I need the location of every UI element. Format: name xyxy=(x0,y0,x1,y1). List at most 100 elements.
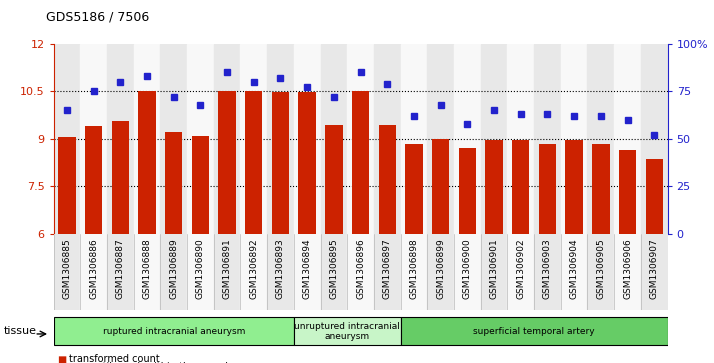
Bar xyxy=(614,234,641,310)
Bar xyxy=(187,44,213,234)
Bar xyxy=(80,44,107,234)
Text: GSM1306900: GSM1306900 xyxy=(463,238,472,299)
Bar xyxy=(378,125,396,234)
Text: GSM1306885: GSM1306885 xyxy=(62,238,71,299)
Text: GSM1306902: GSM1306902 xyxy=(516,238,526,299)
Bar xyxy=(165,132,182,234)
Bar xyxy=(191,136,209,234)
Text: GSM1306901: GSM1306901 xyxy=(490,238,498,299)
Bar xyxy=(267,234,294,310)
Bar xyxy=(588,234,614,310)
Bar xyxy=(294,44,321,234)
Text: superficial temporal artery: superficial temporal artery xyxy=(473,327,595,336)
Bar xyxy=(508,44,534,234)
Bar xyxy=(565,140,583,234)
Bar xyxy=(592,144,610,234)
Bar xyxy=(614,44,641,234)
Bar xyxy=(107,234,134,310)
Bar xyxy=(111,121,129,234)
Bar xyxy=(107,44,134,234)
Bar xyxy=(213,44,241,234)
Text: GSM1306892: GSM1306892 xyxy=(249,238,258,299)
Bar xyxy=(481,44,508,234)
Bar xyxy=(321,44,347,234)
Text: GSM1306906: GSM1306906 xyxy=(623,238,632,299)
Bar xyxy=(54,44,80,234)
Bar xyxy=(352,91,369,234)
Text: GSM1306894: GSM1306894 xyxy=(303,238,312,299)
Bar xyxy=(374,234,401,310)
Bar xyxy=(54,234,80,310)
Bar xyxy=(213,234,241,310)
Text: transformed count: transformed count xyxy=(69,354,160,363)
Text: GSM1306897: GSM1306897 xyxy=(383,238,392,299)
Bar xyxy=(619,150,636,234)
Bar xyxy=(508,234,534,310)
Text: ■: ■ xyxy=(57,362,66,363)
Bar xyxy=(641,234,668,310)
Bar xyxy=(161,234,187,310)
Bar xyxy=(241,44,267,234)
Bar xyxy=(534,234,560,310)
Bar xyxy=(401,44,427,234)
FancyBboxPatch shape xyxy=(54,317,294,345)
Bar xyxy=(245,91,263,234)
Bar xyxy=(486,140,503,234)
Bar xyxy=(481,234,508,310)
Bar xyxy=(187,234,213,310)
Bar xyxy=(161,44,187,234)
Text: GSM1306898: GSM1306898 xyxy=(409,238,418,299)
Text: GSM1306886: GSM1306886 xyxy=(89,238,98,299)
Bar xyxy=(134,44,161,234)
Bar xyxy=(560,44,588,234)
FancyBboxPatch shape xyxy=(294,317,401,345)
Bar xyxy=(427,234,454,310)
Text: ruptured intracranial aneurysm: ruptured intracranial aneurysm xyxy=(103,327,245,336)
Bar xyxy=(241,234,267,310)
Text: tissue: tissue xyxy=(4,326,36,336)
Bar xyxy=(139,91,156,234)
Text: GSM1306893: GSM1306893 xyxy=(276,238,285,299)
Bar xyxy=(454,44,481,234)
Text: GSM1306891: GSM1306891 xyxy=(223,238,231,299)
Bar xyxy=(294,234,321,310)
Bar xyxy=(267,44,294,234)
Bar xyxy=(85,126,102,234)
Bar xyxy=(218,91,236,234)
FancyBboxPatch shape xyxy=(401,317,668,345)
Bar xyxy=(512,140,529,234)
Text: GSM1306889: GSM1306889 xyxy=(169,238,178,299)
Bar xyxy=(539,144,556,234)
Bar xyxy=(406,144,423,234)
Bar xyxy=(534,44,560,234)
Text: GSM1306903: GSM1306903 xyxy=(543,238,552,299)
Bar xyxy=(374,44,401,234)
Text: GSM1306907: GSM1306907 xyxy=(650,238,659,299)
Bar xyxy=(454,234,481,310)
Text: GSM1306890: GSM1306890 xyxy=(196,238,205,299)
Text: GSM1306896: GSM1306896 xyxy=(356,238,365,299)
Bar xyxy=(321,234,347,310)
Bar xyxy=(134,234,161,310)
Bar xyxy=(458,148,476,234)
Text: GSM1306905: GSM1306905 xyxy=(596,238,605,299)
Bar xyxy=(432,139,449,234)
Text: ■: ■ xyxy=(57,355,66,363)
Bar xyxy=(401,234,427,310)
Bar xyxy=(641,44,668,234)
Bar xyxy=(427,44,454,234)
Text: GSM1306904: GSM1306904 xyxy=(570,238,578,299)
Bar xyxy=(347,44,374,234)
Text: GSM1306888: GSM1306888 xyxy=(143,238,151,299)
Text: GSM1306899: GSM1306899 xyxy=(436,238,445,299)
Text: GDS5186 / 7506: GDS5186 / 7506 xyxy=(46,11,150,24)
Bar xyxy=(560,234,588,310)
Text: percentile rank within the sample: percentile rank within the sample xyxy=(69,362,234,363)
Bar xyxy=(272,92,289,234)
Bar xyxy=(59,137,76,234)
Text: unruptured intracranial
aneurysm: unruptured intracranial aneurysm xyxy=(294,322,400,341)
Text: GSM1306887: GSM1306887 xyxy=(116,238,125,299)
Bar xyxy=(588,44,614,234)
Bar xyxy=(645,159,663,234)
Bar xyxy=(80,234,107,310)
